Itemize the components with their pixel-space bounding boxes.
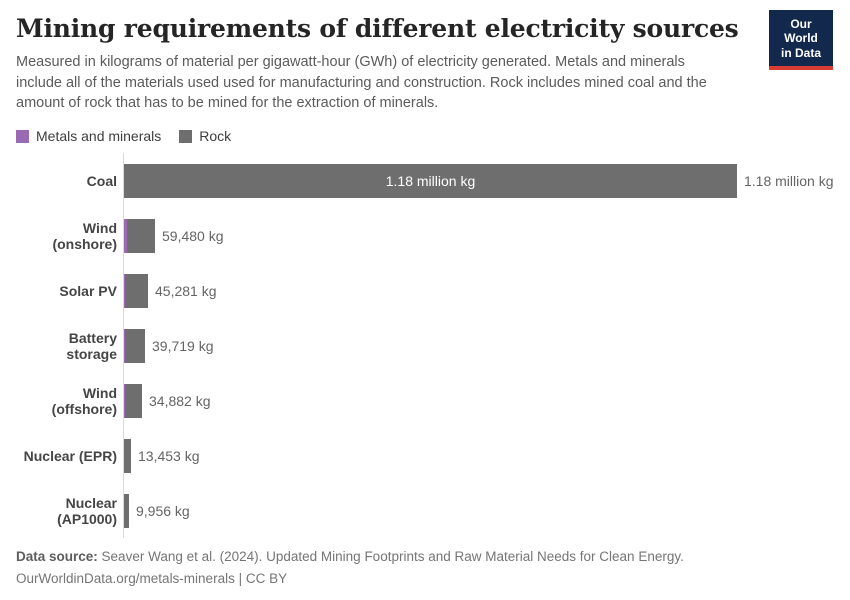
category-label: Wind (onshore) [52, 219, 117, 252]
bar-area: 39,719 kg [124, 328, 834, 363]
bar-value-label: 1.18 million kg [744, 172, 834, 189]
legend-swatch-icon [16, 129, 29, 143]
metals-segment[interactable] [124, 218, 127, 253]
legend-item-metals[interactable]: Metals and minerals [16, 128, 161, 144]
category-label: Battery storage [66, 329, 117, 362]
bar-value-label: 34,882 kg [149, 392, 211, 409]
bar[interactable]: 1.18 million kg [124, 163, 737, 198]
owid-logo[interactable]: Our World in Data [769, 10, 833, 71]
bar-area: 1.18 million kg 1.18 million kg [124, 163, 834, 198]
bar-inside-value-label: 1.18 million kg [385, 172, 476, 189]
chart-row: Battery storage 39,719 kg [16, 318, 834, 373]
rock-segment[interactable] [127, 218, 155, 253]
bar[interactable] [124, 218, 155, 253]
chart-row: Nuclear (AP1000) 9,956 kg [16, 483, 834, 538]
chart-row: Solar PV 45,281 kg [16, 263, 834, 318]
chart-subtitle: Measured in kilograms of material per gi… [16, 54, 707, 112]
bar[interactable] [124, 383, 142, 418]
rock-segment[interactable] [125, 328, 145, 363]
category-label: Wind (offshore) [51, 384, 117, 417]
bar-area: 59,480 kg [124, 218, 834, 253]
bar-value-label: 39,719 kg [152, 337, 214, 354]
bar-area: 9,956 kg [124, 493, 834, 528]
legend-item-rock[interactable]: Rock [179, 128, 231, 144]
chart-header: Mining requirements of different electri… [0, 0, 850, 114]
owid-logo-box: Our World in Data [769, 10, 833, 67]
chart-row: Wind (offshore) 34,882 kg [16, 373, 834, 428]
metals-segment[interactable] [124, 383, 125, 418]
legend: Metals and minerals Rock [16, 128, 850, 144]
bar-value-label: 9,956 kg [136, 502, 190, 519]
rock-segment[interactable] [124, 493, 129, 528]
data-source-text: Seaver Wang et al. (2024). Updated Minin… [101, 549, 684, 564]
legend-label: Rock [199, 128, 232, 145]
data-source-line: Data source: Seaver Wang et al. (2024). … [16, 546, 816, 568]
bar-area: 13,453 kg [124, 438, 834, 473]
bar-chart: Coal 1.18 million kg 1.18 million kg Wind (… [16, 153, 834, 539]
owid-logo-stripe [769, 66, 833, 71]
category-label: Coal [86, 172, 117, 189]
legend-label: Metals and minerals [36, 128, 162, 145]
rock-segment[interactable] [125, 273, 148, 308]
category-label: Solar PV [59, 282, 117, 299]
metals-segment[interactable] [124, 328, 125, 363]
bar[interactable] [124, 273, 148, 308]
rock-segment[interactable]: 1.18 million kg [124, 163, 737, 198]
chart-row: Nuclear (EPR) 13,453 kg [16, 428, 834, 483]
bar-value-label: 59,480 kg [162, 227, 224, 244]
chart-row: Coal 1.18 million kg 1.18 million kg [16, 153, 834, 208]
rock-segment[interactable] [125, 383, 142, 418]
chart-title: Mining requirements of different electri… [16, 14, 739, 43]
chart-footer: Data source: Seaver Wang et al. (2024). … [16, 546, 816, 591]
category-label: Nuclear (AP1000) [57, 494, 117, 527]
chart-row: Wind (onshore) 59,480 kg [16, 208, 834, 263]
bar-value-label: 13,453 kg [138, 447, 200, 464]
bar[interactable] [124, 328, 145, 363]
bar-area: 34,882 kg [124, 383, 834, 418]
bar-area: 45,281 kg [124, 273, 834, 308]
y-axis-line [123, 153, 124, 539]
owid-logo-line1: Our World [784, 17, 818, 46]
license-line: OurWorldinData.org/metals-minerals | CC … [16, 571, 288, 587]
legend-swatch-icon [179, 129, 193, 143]
bar[interactable] [124, 438, 131, 473]
bar-value-label: 45,281 kg [155, 282, 217, 299]
rock-segment[interactable] [124, 438, 131, 473]
bar[interactable] [124, 493, 129, 528]
category-label: Nuclear (EPR) [23, 447, 117, 464]
data-source-label: Data source: [16, 549, 98, 564]
owid-logo-line2: in Data [780, 45, 821, 60]
metals-segment[interactable] [124, 273, 125, 308]
